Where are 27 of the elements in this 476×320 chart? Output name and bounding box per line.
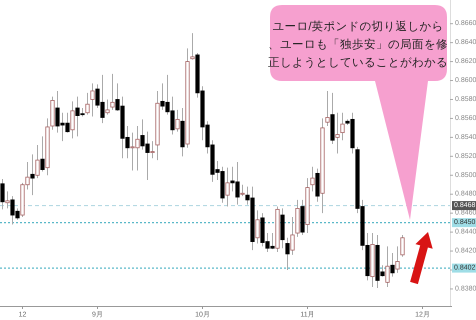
candlestick <box>40 136 45 172</box>
candlestick <box>340 112 345 141</box>
candlestick <box>30 154 35 196</box>
candlestick <box>5 190 10 209</box>
annotation: ユーロ/英ポンドの切り返しから、ユーロも「独歩安」の局面を修正しようとしていることがわかる <box>268 19 448 69</box>
candlestick <box>85 92 90 116</box>
candlestick <box>110 73 115 110</box>
candlestick <box>0 178 5 210</box>
candlestick <box>325 90 330 126</box>
candlestick <box>105 98 110 116</box>
candlestick <box>175 109 180 132</box>
candlestick <box>390 252 395 278</box>
candlestick <box>190 32 195 60</box>
candlestick <box>285 237 290 270</box>
candlestick <box>310 166 315 192</box>
candlestick <box>315 168 320 202</box>
candlestick <box>335 112 340 154</box>
candlestick <box>255 210 260 244</box>
candlestick <box>400 234 405 258</box>
candlestick <box>395 246 400 274</box>
candlestick <box>150 140 155 159</box>
candlestick <box>35 144 40 179</box>
candlestick <box>225 167 230 208</box>
candlestick <box>70 100 75 139</box>
candlestick <box>90 82 95 118</box>
candlestick <box>385 246 390 288</box>
candlestick <box>290 216 295 256</box>
